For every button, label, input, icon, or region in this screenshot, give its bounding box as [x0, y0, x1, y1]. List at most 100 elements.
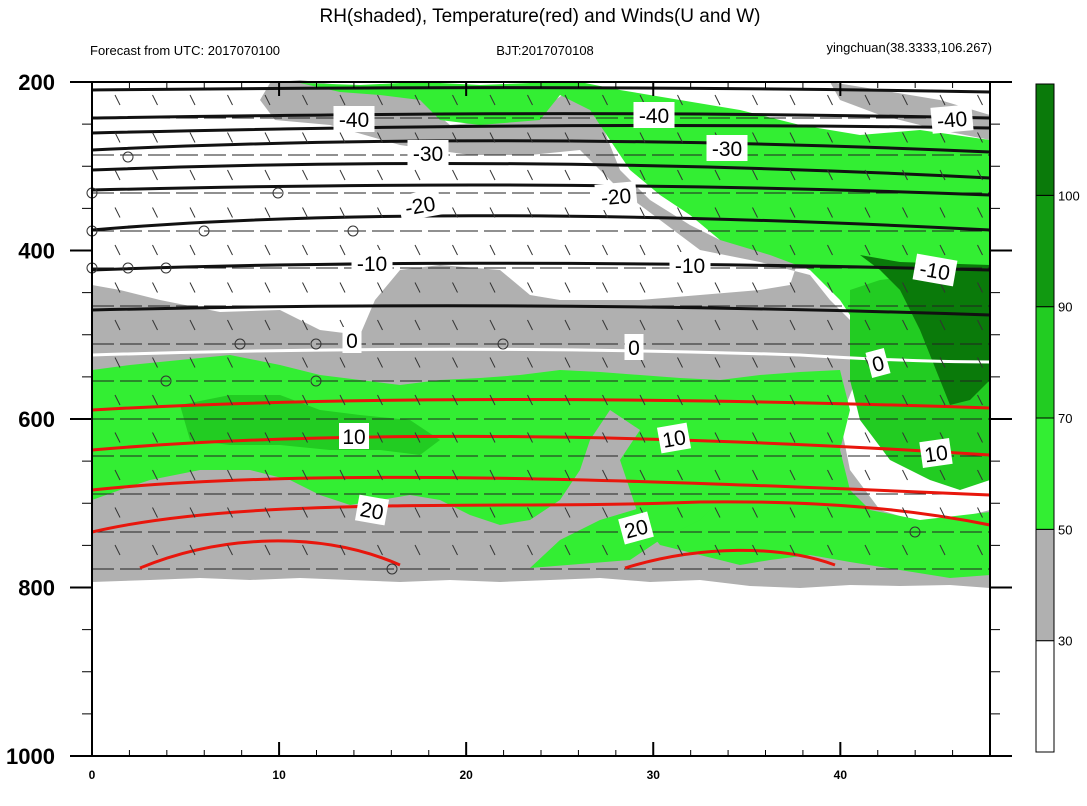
contour-label-box: 10: [656, 422, 692, 454]
wind-barb: [714, 207, 721, 218]
wind-barb: [677, 207, 683, 218]
temp-contour-20: [91, 500, 991, 534]
wind-barb: [452, 544, 458, 556]
contour-label-box: 10: [339, 423, 369, 449]
wind-barb: [152, 169, 158, 181]
wind-barb: [827, 207, 833, 218]
wind-barb: [264, 169, 271, 181]
temperature-contours: [91, 86, 991, 570]
wind-barb: [977, 394, 983, 406]
wind-barb: [789, 244, 796, 256]
wind-barb: [902, 469, 908, 481]
wind-barb: [639, 319, 646, 331]
wind-barb: [527, 94, 533, 106]
wind-barb: [452, 357, 458, 368]
wind-barb: [527, 244, 533, 256]
wind-barb: [939, 394, 946, 406]
wind-barb: [227, 132, 233, 143]
wind-barb: [902, 357, 908, 368]
contour-label-bg: [656, 422, 692, 454]
calm-circle: [909, 526, 921, 538]
wind-barb: [827, 357, 833, 368]
wind-barb: [414, 244, 421, 256]
wind-barb: [864, 132, 871, 143]
contour-label-bg: [865, 347, 891, 379]
wind-barb: [602, 469, 608, 481]
rh-darkestgreen-region: [860, 255, 990, 405]
wind-barb: [227, 244, 233, 256]
wind-barb: [939, 469, 946, 481]
contour-label-box: 0: [342, 327, 362, 353]
wind-barb: [789, 357, 796, 368]
wind-barb: [152, 282, 158, 293]
subtitle-left: Forecast from UTC: 2017070100: [90, 43, 280, 58]
colorbar-swatch: [1035, 306, 1055, 419]
wind-barb: [189, 357, 196, 368]
wind-barb: [527, 132, 533, 143]
wind-barb: [564, 169, 571, 181]
wind-barb: [752, 94, 758, 106]
wind-barb: [827, 132, 833, 143]
wind-barb: [939, 357, 946, 368]
wind-barb: [489, 244, 496, 256]
wind-barb: [377, 319, 383, 331]
wind-barb: [939, 169, 946, 181]
wind-barb: [789, 132, 796, 143]
contour-label-text: 0: [870, 352, 887, 377]
contour-labels: -40 -40 -40 -30 -30 -20 -20 -10 -10 -10 0 0 0 10 10 10 2…: [333, 102, 974, 545]
wind-barb: [752, 432, 758, 443]
colorbar-label: 30: [1058, 634, 1072, 649]
wind-barb: [939, 207, 946, 218]
wind-barb: [414, 469, 421, 481]
wind-barb: [789, 469, 796, 481]
wind-barb: [264, 132, 271, 143]
wind-barb: [114, 132, 121, 143]
wind-barb: [189, 94, 196, 106]
wind-barb: [564, 207, 571, 218]
wind-barb: [189, 132, 196, 143]
temp-contour-minus10: [91, 261, 991, 272]
wind-barb: [489, 169, 496, 181]
contour-label-text: -10: [357, 253, 387, 276]
wind-barb: [227, 282, 233, 293]
wind-barb: [902, 432, 908, 443]
wind-barb: [864, 469, 871, 481]
wind-barb: [527, 169, 533, 181]
wind-barb: [452, 282, 458, 293]
wind-barb: [377, 469, 383, 481]
subtitle-right: yingchuan(38.3333,106.267): [826, 40, 992, 55]
wind-barb: [302, 132, 308, 143]
colorbar: 30 50 70 90 100: [1035, 83, 1080, 753]
wind-barb: [864, 394, 871, 406]
wind-barb: [114, 207, 121, 218]
wind-barb: [977, 319, 983, 331]
wind-barb: [377, 394, 383, 406]
wind-barb: [564, 507, 571, 518]
wind-barb: [789, 207, 796, 218]
wind-barb: [189, 169, 196, 181]
calm-circle: [198, 225, 210, 237]
y-tick-label: 800: [18, 576, 55, 601]
y-tick-label: 200: [18, 70, 55, 95]
calm-circle: [160, 375, 172, 387]
temp-contour-minus30: [91, 139, 991, 154]
calm-circle: [310, 375, 322, 387]
contour-label-text: -20: [403, 193, 437, 221]
wind-barb: [789, 319, 796, 331]
wind-barb: [152, 357, 158, 368]
wind-barb: [414, 94, 421, 106]
wind-barb: [189, 507, 196, 518]
wind-barb: [114, 244, 121, 256]
contour-label-bg: [706, 135, 748, 161]
wind-barb: [227, 94, 233, 106]
contour-label-bg: [669, 252, 711, 278]
contour-label-text: 10: [661, 426, 688, 453]
contour-label-box: 20: [618, 511, 654, 545]
wind-barb: [902, 169, 908, 181]
wind-barb: [902, 244, 908, 256]
wind-barb: [377, 94, 383, 106]
wind-barb: [114, 432, 121, 443]
contour-label-text: 0: [346, 330, 358, 353]
contour-label-bg: [351, 250, 393, 276]
wind-barb: [227, 394, 233, 406]
